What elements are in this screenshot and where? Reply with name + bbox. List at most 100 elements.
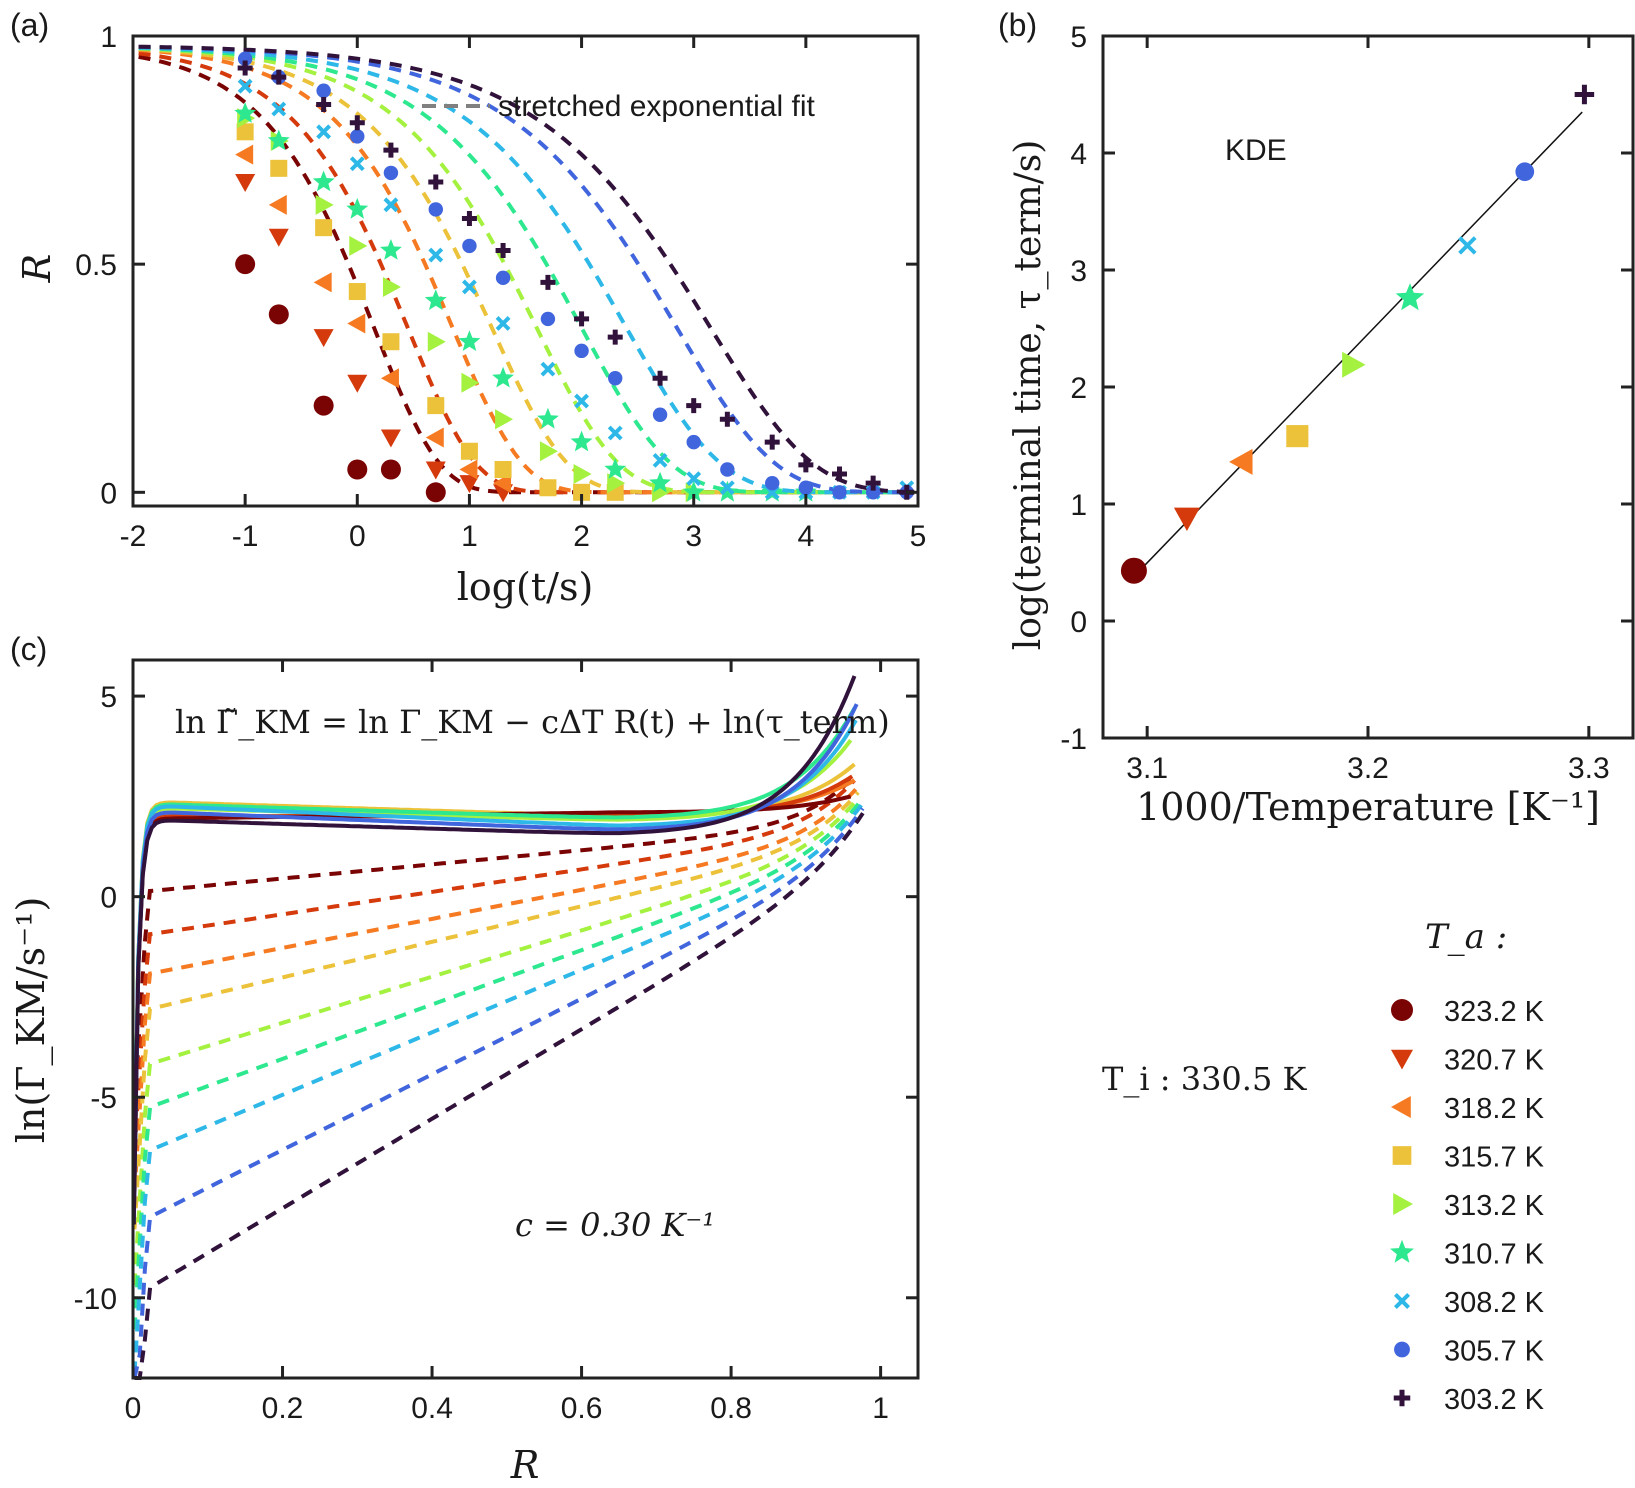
panel-c-xlabel: R [510, 1443, 540, 1487]
panel-b-ylabel: log(terminal time, τ_term/s) [1008, 140, 1049, 651]
data-point [604, 458, 627, 479]
data-point [462, 279, 477, 295]
panel-a-xtick-label: 5 [910, 520, 927, 553]
data-point [686, 434, 701, 450]
data-point [539, 479, 557, 497]
data-point [316, 83, 331, 98]
panel-a-xtick-label: 0 [349, 520, 366, 553]
data-point [383, 197, 399, 213]
data-point [495, 409, 514, 430]
dashed-curve [132, 803, 864, 1374]
legend-marker [1391, 999, 1413, 1021]
solid-curve [131, 703, 859, 1224]
panel-a-ylabel: R [15, 254, 59, 284]
data-point [460, 442, 478, 460]
solid-curve [131, 774, 854, 1224]
panel-a-plot [138, 44, 915, 503]
panel-b-xtick-label: 3.1 [1126, 752, 1168, 785]
data-point [607, 473, 626, 494]
data-point [459, 475, 480, 494]
data-point [427, 331, 446, 352]
fit-legend-label: stretched exponential fit [498, 90, 816, 123]
data-point [313, 395, 334, 416]
panel-c-ytick-label: -5 [90, 1082, 117, 1115]
data-point [607, 329, 623, 345]
panel-b-ytick-label: 4 [1070, 138, 1087, 171]
data-point [268, 304, 289, 325]
legend-marker [1393, 1193, 1413, 1215]
panel-c-ytick-label: -10 [74, 1283, 117, 1316]
data-point [428, 202, 443, 217]
data-point [267, 129, 290, 151]
data-point [494, 460, 512, 478]
data-point [380, 429, 401, 448]
panel-label-a: (a) [10, 7, 49, 43]
data-point [865, 485, 881, 500]
legend-marker [1390, 1239, 1414, 1263]
legend-label: 303.2 K [1444, 1384, 1545, 1416]
legend-marker [1393, 1389, 1411, 1407]
data-point [459, 459, 478, 480]
data-point [383, 142, 399, 158]
data-point [495, 242, 511, 258]
data-point [349, 115, 365, 131]
data-point [649, 471, 671, 493]
data-point [686, 398, 702, 414]
data-point [316, 96, 332, 112]
data-point [540, 361, 556, 377]
data-point [271, 69, 287, 85]
data-point [268, 228, 289, 247]
panel-a-xtick-label: 3 [685, 520, 702, 553]
data-point [574, 343, 589, 359]
equation-annotation: ln Γ̃_KM = ln Γ_KM − cΔT R(t) + ln(τ_ter… [175, 703, 890, 741]
panel-c-ylabel: ln(Γ_KM/s⁻¹) [9, 897, 54, 1144]
data-point [270, 159, 288, 177]
data-point [1458, 236, 1477, 255]
data-point [427, 397, 445, 415]
data-point [271, 101, 287, 117]
data-point [237, 60, 253, 76]
data-point [1120, 557, 1147, 584]
panel-c-ytick-label: 5 [100, 681, 117, 714]
data-point [347, 374, 368, 393]
data-point [313, 272, 332, 293]
panel-b-ytick-label: 1 [1070, 489, 1087, 522]
dashed-curve [132, 799, 863, 1330]
fit-line [1133, 111, 1583, 578]
data-point [798, 480, 814, 495]
data-point [428, 174, 444, 190]
data-point [652, 452, 668, 468]
data-point [235, 174, 256, 193]
data-point [682, 480, 705, 502]
panel-b-ytick-label: -1 [1060, 723, 1087, 756]
fit-curve [138, 46, 913, 495]
panel-b-xtick-label: 3.3 [1568, 752, 1610, 785]
data-point [380, 239, 402, 260]
data-point [686, 471, 702, 487]
data-point [237, 78, 253, 94]
panel-c-ytick-label: 0 [100, 882, 117, 915]
data-point [346, 197, 369, 219]
data-point [316, 124, 332, 140]
data-point [716, 480, 739, 502]
data-point [349, 235, 368, 256]
panel-b-xtick-label: 3.2 [1347, 752, 1389, 785]
panel-b-ytick-label: 0 [1070, 606, 1087, 639]
legend-marker [1392, 1146, 1412, 1165]
legend-label: 315.7 K [1444, 1142, 1545, 1174]
data-point [425, 482, 446, 503]
legend-title: T_a : [1425, 917, 1507, 957]
ti-label: T_i : 330.5 K [1102, 1060, 1307, 1098]
data-point [608, 371, 623, 386]
data-point [1515, 162, 1535, 182]
data-point [574, 393, 589, 409]
data-point [573, 464, 592, 485]
panel-a-ytick-label: 0 [100, 477, 117, 510]
panel-a-xtick-label: 1 [461, 520, 478, 553]
data-point [537, 407, 559, 429]
legend-label: 318.2 K [1444, 1093, 1545, 1125]
fit-curve [138, 46, 913, 495]
data-point [607, 425, 623, 441]
data-point [237, 51, 253, 67]
